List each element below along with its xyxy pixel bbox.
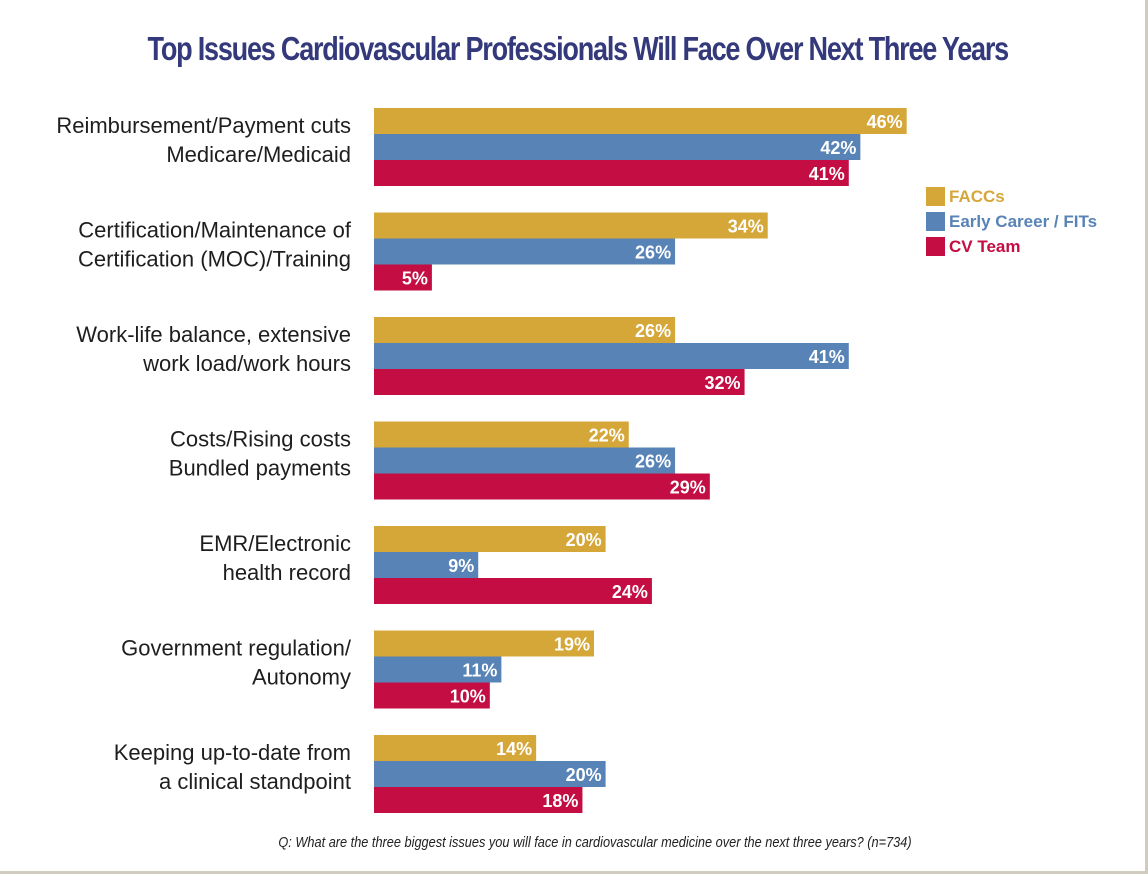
category-label: Keeping up-to-date from — [114, 740, 351, 765]
frame-border-right — [1145, 0, 1148, 874]
category-label: a clinical standpoint — [159, 769, 351, 794]
value-label-cv-team: 24% — [612, 582, 648, 602]
bar-early-career — [374, 656, 502, 683]
bar-faccs — [374, 317, 676, 343]
value-label-early-career: 26% — [635, 243, 671, 263]
survey-question-footnote: Q: What are the three biggest issues you… — [278, 834, 912, 851]
legend-swatch-faccs — [926, 187, 945, 206]
bar-faccs — [374, 735, 537, 761]
bar-early-career — [374, 447, 676, 474]
category-group: Certification/Maintenance of Certificatio… — [78, 212, 768, 291]
bar-faccs — [374, 108, 907, 134]
category-group: Government regulation/Autonomy 19% 11% 10% — [121, 630, 595, 709]
legend-item-cv-team: CV Team — [926, 234, 1097, 259]
bar-faccs — [374, 421, 629, 448]
value-label-faccs: 26% — [635, 321, 671, 341]
value-label-cv-team: 29% — [670, 478, 706, 498]
category-label: Government regulation/ — [121, 636, 352, 661]
bar-cv-team — [374, 369, 745, 395]
bar-faccs — [374, 212, 768, 239]
value-label-faccs: 22% — [589, 426, 625, 446]
value-label-early-career: 42% — [820, 138, 856, 158]
bar-faccs — [374, 630, 595, 657]
category-label: work load/work hours — [142, 351, 351, 376]
category-label: Work-life balance, extensive — [76, 322, 351, 347]
category-group: EMR/Electronic health record 20% 9% 24% — [199, 526, 652, 604]
frame-border-bottom — [0, 871, 1148, 874]
legend-item-early-career: Early Career / FITs — [926, 209, 1097, 234]
value-label-faccs: 20% — [566, 530, 602, 550]
legend-label-cv-team: CV Team — [949, 236, 1021, 256]
bar-cv-team — [374, 160, 849, 186]
bar-early-career — [374, 238, 676, 265]
category-label: EMR/Electronic — [199, 531, 351, 556]
legend: FACCs Early Career / FITs CV Team — [926, 184, 1097, 259]
legend-item-faccs: FACCs — [926, 184, 1097, 209]
category-label: health record — [223, 560, 351, 585]
value-label-faccs: 14% — [496, 739, 532, 759]
value-label-faccs: 34% — [728, 217, 764, 237]
bar-early-career — [374, 552, 479, 578]
value-label-cv-team: 41% — [809, 164, 845, 184]
legend-label-faccs: FACCs — [949, 186, 1005, 206]
legend-label-early-career: Early Career / FITs — [949, 211, 1098, 231]
value-label-early-career: 41% — [809, 347, 845, 367]
bar-cv-team — [374, 473, 710, 500]
bar-early-career — [374, 761, 606, 787]
category-label: Costs/Rising costs — [170, 427, 351, 452]
value-label-early-career: 9% — [448, 556, 474, 576]
legend-swatch-cv-team — [926, 237, 945, 256]
category-label: Reimbursement/Payment cuts — [56, 113, 351, 138]
value-label-early-career: 11% — [462, 661, 497, 681]
bar-early-career — [374, 343, 849, 369]
bar-cv-team — [374, 682, 490, 709]
value-label-early-career: 20% — [566, 765, 602, 785]
category-label: Bundled payments — [169, 456, 351, 481]
value-label-early-career: 26% — [635, 452, 671, 472]
category-group: Work-life balance, extensive work load/wo… — [76, 317, 849, 395]
category-group: Keeping up-to-date from a clinical standp… — [114, 735, 606, 813]
value-label-cv-team: 10% — [450, 687, 486, 707]
category-label: Medicare/Medicaid — [166, 142, 351, 167]
value-label-cv-team: 32% — [705, 373, 741, 393]
bar-cv-team — [374, 578, 652, 604]
category-label: Autonomy — [252, 665, 351, 690]
bar-faccs — [374, 526, 606, 552]
value-label-faccs: 46% — [867, 112, 903, 132]
legend-swatch-early-career — [926, 212, 945, 231]
bar-early-career — [374, 134, 861, 160]
category-label: Certification/Maintenance of — [78, 218, 352, 243]
bar-cv-team — [374, 787, 583, 813]
value-label-cv-team: 5% — [402, 269, 428, 289]
bar-cv-team — [374, 264, 432, 291]
category-label: Certification (MOC)/Training — [78, 247, 351, 272]
value-label-cv-team: 18% — [542, 791, 578, 811]
category-group: Reimbursement/Payment cuts Medicare/Medic… — [56, 108, 907, 186]
chart-title: Top Issues Cardiovascular Professionals … — [147, 30, 1010, 67]
value-label-faccs: 19% — [554, 635, 590, 655]
category-group: Costs/Rising costs Bundled payments 22% 26%… — [169, 421, 710, 500]
